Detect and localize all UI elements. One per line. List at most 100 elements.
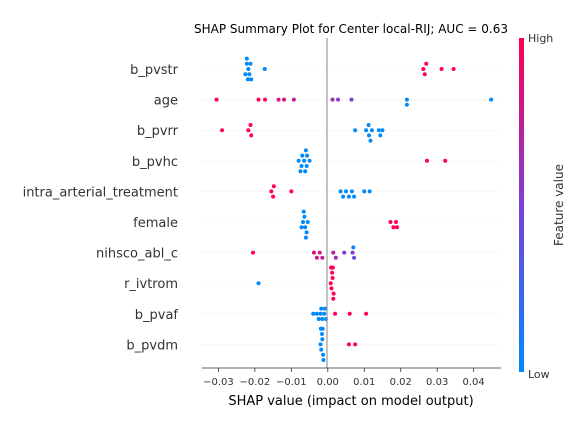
shap-point [364, 128, 369, 133]
shap-point [338, 189, 343, 194]
feature-label: r_ivtrom [124, 277, 178, 292]
shap-point [424, 158, 429, 163]
shap-point [330, 276, 335, 280]
shap-point [443, 158, 448, 163]
shap-point [302, 158, 307, 163]
shap-point [256, 281, 261, 286]
feature-row-age: age [154, 94, 501, 109]
shap-point [247, 72, 252, 77]
feature-row-r-ivtrom: r_ivtrom [124, 265, 501, 301]
x-tick-label: 0.04 [463, 377, 485, 388]
shap-point [314, 255, 319, 260]
shap-point [271, 194, 276, 199]
shap-point [395, 225, 400, 230]
feature-row-b-pvstr: b_pvstr [130, 56, 501, 82]
feature-label: b_pvrr [137, 124, 179, 139]
shap-point [369, 128, 374, 133]
shap-point [305, 220, 310, 224]
shap-point [330, 97, 335, 102]
shap-point [317, 250, 322, 255]
shap-point [331, 291, 336, 296]
shap-point [350, 250, 355, 255]
feature-label: b_pvhc [132, 155, 178, 170]
shap-point [303, 225, 308, 230]
feature-row-b-pvhc: b_pvhc [132, 148, 501, 174]
feature-label: b_pvaf [135, 308, 179, 323]
shap-point [316, 317, 321, 321]
shap-point [362, 189, 367, 194]
shap-point [333, 255, 338, 260]
colorbar-low-label: Low [528, 368, 550, 381]
shap-point [368, 138, 373, 143]
shap-point [305, 153, 310, 158]
x-tick-label: −0.03 [203, 377, 234, 388]
shap-point [421, 67, 426, 71]
shap-point [314, 311, 319, 316]
shap-point [318, 342, 323, 347]
shap-point [353, 128, 358, 133]
x-tick-label: 0.01 [353, 377, 375, 388]
shap-point [367, 189, 372, 194]
shap-point [319, 332, 324, 336]
shap-point [322, 311, 327, 316]
shap-point [341, 194, 346, 199]
feature-label: b_pvstr [130, 63, 179, 78]
shap-point [346, 194, 351, 199]
shap-point [289, 189, 294, 194]
x-tick-label: −0.01 [276, 377, 307, 388]
shap-point [342, 250, 347, 255]
shap-point [346, 342, 351, 347]
shap-point [393, 220, 398, 224]
shap-point [328, 281, 333, 286]
colorbar-high-label: High [528, 32, 553, 45]
shap-point [380, 128, 385, 133]
shap-point [349, 189, 354, 194]
shap-point [330, 270, 335, 275]
shap-point [320, 317, 325, 321]
x-tick-label: 0.00 [317, 377, 339, 388]
shap-point [376, 128, 381, 133]
shap-point [245, 77, 250, 82]
shap-point [349, 97, 354, 102]
shap-point [424, 61, 429, 66]
x-axis-ticks: −0.03 −0.02 −0.01 0.00 0.01 0.02 0.03 0.04 [203, 368, 485, 388]
feature-row-nihsco-abl-c: nihsco_abl_c [96, 245, 501, 262]
shap-point [246, 128, 251, 133]
shap-point [303, 235, 308, 240]
shap-point [282, 97, 287, 102]
feature-row-intra-arterial-treatment: intra_arterial_treatment [23, 184, 501, 200]
shap-point [244, 56, 249, 61]
x-tick-label: −0.02 [240, 377, 271, 388]
shap-point [319, 306, 324, 311]
feature-row-b-pvrr: b_pvrr [137, 123, 501, 143]
shap-point [251, 250, 256, 255]
shap-point [246, 67, 251, 71]
x-axis-label: SHAP value (impact on model output) [228, 394, 473, 409]
shap-point [302, 214, 307, 219]
shap-point [214, 97, 219, 102]
shap-point [262, 67, 267, 71]
colorbar-title: Feature value [552, 164, 566, 246]
feature-label: nihsco_abl_c [96, 247, 178, 262]
shap-point [347, 311, 352, 316]
shap-point [333, 311, 338, 316]
shap-point [311, 250, 316, 255]
shap-point [404, 97, 409, 102]
shap-point [271, 184, 276, 189]
shap-point [352, 194, 357, 199]
shap-point [439, 67, 444, 71]
shap-point [364, 311, 369, 316]
feature-row-female: female [133, 209, 501, 240]
shap-point [322, 306, 327, 311]
shap-point [304, 230, 309, 235]
shap-point [388, 220, 393, 224]
shap-point [301, 220, 305, 224]
shap-point [269, 189, 274, 194]
shap-point [422, 72, 427, 77]
shap-point [298, 169, 303, 174]
shap-point [404, 102, 409, 107]
feature-label: age [154, 94, 178, 109]
shap-point [299, 225, 304, 230]
